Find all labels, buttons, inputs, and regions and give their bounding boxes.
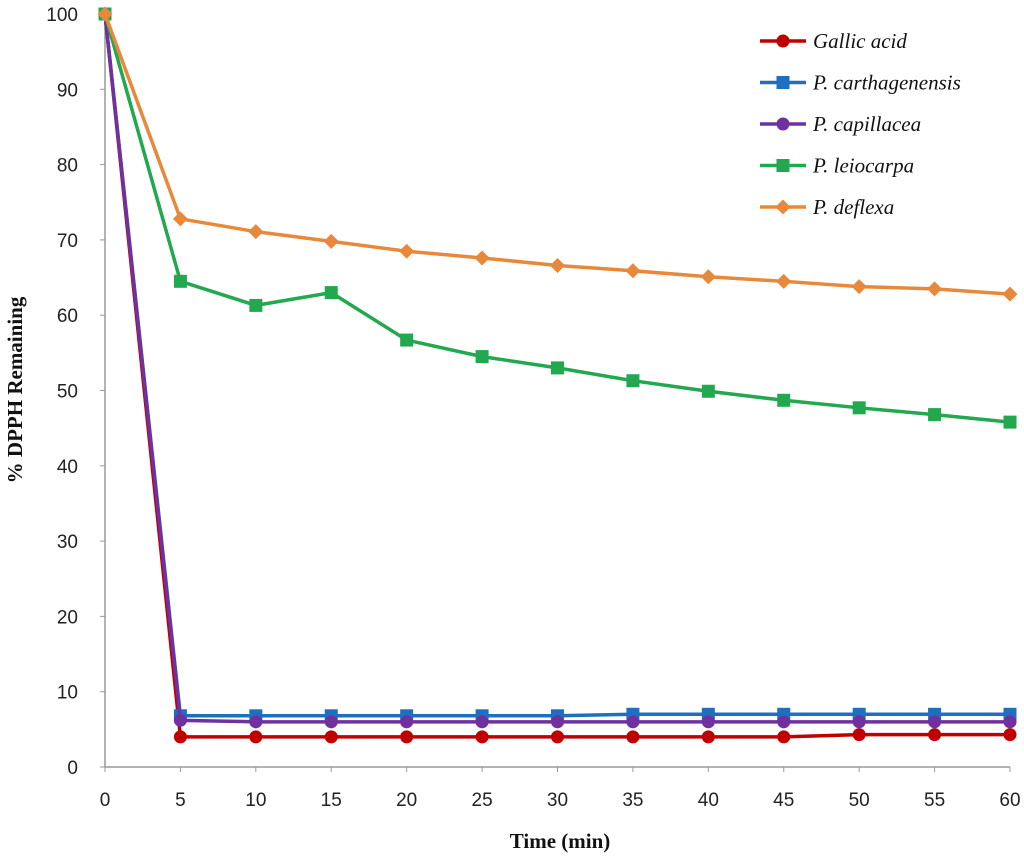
data-point-p-deflexa	[399, 243, 415, 259]
x-tick-label: 50	[849, 790, 870, 811]
x-tick-label: 5	[175, 790, 186, 811]
data-point-gallic-acid	[852, 728, 866, 742]
y-tick-labels: 0 10 20 30 40 50 60 70 80 90 100	[46, 5, 105, 779]
data-point-gallic-acid	[626, 730, 640, 744]
data-point-p-leiocarpa	[173, 274, 187, 288]
legend-swatch-marker	[776, 159, 790, 172]
data-point-p-deflexa	[248, 224, 264, 240]
y-tick-label: 10	[57, 683, 78, 704]
y-tick-label: 30	[57, 532, 78, 553]
y-tick-label: 50	[57, 382, 78, 403]
legend-swatch-marker	[776, 117, 790, 131]
data-point-gallic-acid	[701, 730, 715, 744]
legend-label: P. deflexa	[812, 195, 894, 219]
legend: Gallic acid P. carthagenensis P. capillace…	[760, 29, 961, 219]
y-tick-label: 90	[57, 80, 78, 101]
data-point-p-leiocarpa	[475, 350, 489, 364]
legend-label: Gallic acid	[813, 29, 907, 53]
series-p-leiocarpa	[98, 7, 1017, 429]
data-point-p-deflexa	[172, 211, 188, 227]
x-tick-label: 35	[622, 790, 643, 811]
legend-label: P. carthagenensis	[812, 71, 961, 95]
legend-swatch-marker	[776, 34, 790, 48]
data-point-gallic-acid	[928, 728, 942, 742]
x-tick-label: 55	[924, 790, 945, 811]
data-point-p-capillacea	[324, 715, 338, 729]
data-point-p-leiocarpa	[626, 374, 640, 388]
x-tick-label: 10	[245, 790, 266, 811]
data-point-gallic-acid	[249, 730, 263, 744]
x-tick-label: 45	[773, 790, 794, 811]
data-point-gallic-acid	[475, 730, 489, 744]
data-point-p-capillacea	[777, 715, 791, 729]
legend-item-gallic-acid: Gallic acid	[760, 29, 907, 53]
x-tick-label: 30	[547, 790, 568, 811]
data-point-p-leiocarpa	[777, 393, 791, 407]
y-tick-label: 60	[57, 306, 78, 327]
series-layer	[97, 6, 1018, 744]
data-point-p-leiocarpa	[852, 401, 866, 415]
x-tick-label: 15	[321, 790, 342, 811]
data-point-gallic-acid	[777, 730, 791, 744]
data-point-p-leiocarpa	[928, 408, 942, 422]
y-tick-label: 100	[46, 5, 78, 26]
x-axis-title: Time (min)	[510, 829, 611, 853]
data-point-p-deflexa	[323, 233, 339, 249]
data-point-gallic-acid	[400, 730, 414, 744]
legend-item-p-deflexa: P. deflexa	[760, 195, 894, 219]
legend-item-p-capillacea: P. capillacea	[760, 112, 921, 136]
data-point-p-deflexa	[776, 273, 792, 289]
x-tick-label: 25	[472, 790, 493, 811]
data-point-p-capillacea	[173, 713, 187, 727]
data-point-p-capillacea	[249, 715, 263, 729]
y-axis-title: % DPPH Remaining	[3, 296, 27, 483]
y-tick-label: 70	[57, 231, 78, 252]
data-point-p-leiocarpa	[249, 298, 263, 312]
data-point-gallic-acid	[551, 730, 564, 744]
legend-item-p-carthagenensis: P. carthagenensis	[760, 71, 961, 95]
x-tick-label: 40	[698, 790, 719, 811]
y-tick-label: 20	[57, 607, 78, 628]
legend-label: P. leiocarpa	[812, 154, 914, 178]
legend-swatch-marker	[776, 76, 790, 89]
data-point-gallic-acid	[1003, 728, 1017, 742]
data-point-p-deflexa	[851, 279, 867, 295]
legend-swatch-marker	[775, 199, 791, 215]
data-point-gallic-acid	[324, 730, 338, 744]
data-point-gallic-acid	[173, 730, 187, 744]
y-tick-label: 0	[67, 758, 78, 779]
data-point-p-capillacea	[928, 715, 942, 729]
data-point-p-capillacea	[1003, 715, 1017, 729]
x-tick-label: 60	[999, 790, 1020, 811]
series-p-deflexa	[97, 6, 1018, 302]
x-tick-label: 0	[100, 790, 111, 811]
data-point-p-deflexa	[1002, 286, 1018, 302]
data-point-p-capillacea	[475, 715, 489, 729]
data-point-p-leiocarpa	[1003, 415, 1017, 429]
data-point-p-capillacea	[551, 715, 564, 729]
legend-label: P. capillacea	[812, 112, 921, 136]
data-point-p-capillacea	[852, 715, 866, 729]
data-point-p-deflexa	[550, 258, 565, 274]
data-point-p-deflexa	[97, 6, 113, 22]
data-point-p-leiocarpa	[400, 333, 414, 347]
data-point-p-leiocarpa	[324, 286, 338, 300]
data-point-p-deflexa	[625, 263, 641, 279]
data-point-p-deflexa	[700, 269, 716, 285]
data-point-p-deflexa	[474, 250, 490, 266]
legend-item-p-leiocarpa: P. leiocarpa	[760, 154, 914, 178]
series-p-capillacea	[98, 7, 1017, 729]
data-point-p-deflexa	[927, 281, 943, 297]
data-point-p-leiocarpa	[551, 361, 564, 375]
x-tick-label: 20	[396, 790, 417, 811]
data-point-p-leiocarpa	[701, 384, 715, 398]
y-tick-label: 80	[57, 156, 78, 177]
series-gallic-acid	[98, 7, 1017, 744]
data-point-p-capillacea	[400, 715, 414, 729]
x-tick-labels: 0 5 10 15 20 25 30 35 40 45 50 55 60	[100, 767, 1021, 811]
data-point-p-capillacea	[626, 715, 640, 729]
y-tick-label: 40	[57, 457, 78, 478]
data-point-p-capillacea	[701, 715, 715, 729]
